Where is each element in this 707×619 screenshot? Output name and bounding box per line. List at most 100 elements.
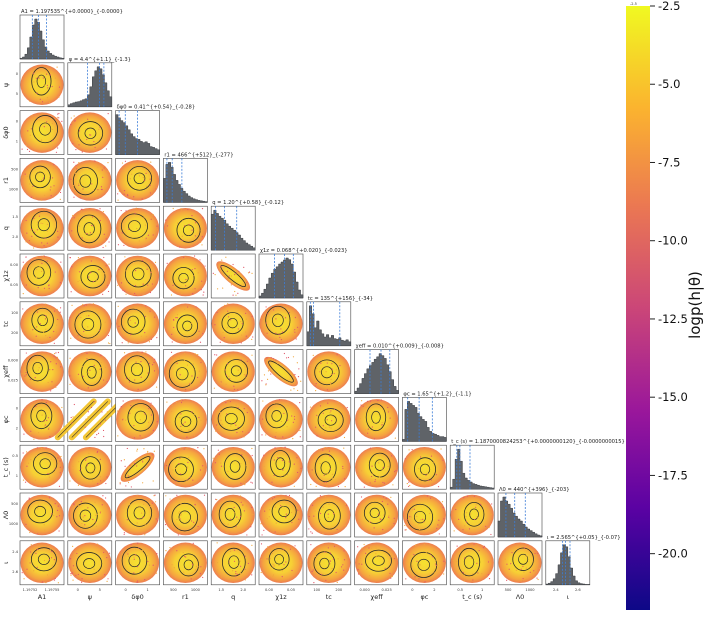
sample-point — [297, 509, 299, 511]
sample-point — [33, 81, 35, 83]
contour-line — [120, 308, 146, 335]
sample-point — [183, 435, 186, 437]
sample-point — [282, 469, 284, 471]
sample-point — [71, 422, 73, 424]
sample-point — [522, 565, 524, 568]
sample-point — [474, 506, 477, 508]
sample-point — [283, 412, 285, 415]
sample-point — [218, 453, 220, 455]
sample-point — [229, 450, 231, 453]
sample-point — [131, 371, 133, 373]
sample-point — [99, 512, 101, 514]
sample-point — [434, 563, 437, 565]
xtick-label: 1.5 — [218, 588, 224, 592]
sample-point — [293, 485, 295, 487]
sample-point — [193, 521, 195, 523]
sample-point — [281, 567, 283, 569]
sample-point — [96, 451, 98, 454]
sample-point — [244, 450, 247, 453]
sample-point — [382, 496, 385, 498]
sample-point — [141, 290, 143, 292]
sample-point — [77, 373, 80, 375]
sample-point — [89, 369, 91, 371]
sample-point — [74, 172, 77, 174]
sample-point — [23, 578, 25, 580]
sample-point — [149, 184, 151, 187]
xtick-label: 2.6 — [575, 588, 581, 592]
sample-point — [26, 451, 28, 453]
contour-line — [26, 354, 49, 382]
sample-point — [96, 429, 98, 431]
sample-point — [141, 550, 143, 552]
xtick-label: 0 — [124, 588, 127, 592]
sample-point — [390, 577, 392, 579]
sample-point — [72, 521, 74, 524]
sample-point — [196, 376, 199, 379]
sample-point — [266, 518, 268, 520]
sample-point — [525, 555, 528, 557]
sample-point — [100, 367, 102, 369]
sample-point — [38, 483, 40, 485]
sample-point — [310, 381, 312, 383]
sample-point — [45, 402, 47, 404]
sample-point — [197, 354, 199, 356]
sample-point — [265, 434, 267, 436]
sample-point — [333, 545, 336, 547]
contour-line — [221, 547, 246, 577]
sample-point — [51, 128, 54, 130]
sample-point — [78, 183, 80, 185]
sample-point — [44, 237, 46, 239]
sample-point — [251, 447, 253, 450]
sample-point — [76, 168, 78, 170]
density-cloud — [402, 542, 446, 584]
contour-line — [182, 320, 193, 332]
sample-point — [282, 505, 284, 507]
sample-point — [180, 425, 182, 428]
sample-point — [40, 139, 43, 141]
sample-point — [37, 75, 39, 77]
sample-point — [342, 467, 344, 470]
sample-point — [191, 268, 193, 271]
sample-point — [151, 364, 154, 366]
sample-point — [322, 506, 324, 508]
ytick-label: 500 — [11, 502, 19, 506]
sample-point — [70, 572, 72, 575]
sample-point — [104, 366, 107, 369]
sample-point — [218, 356, 220, 358]
sample-point — [381, 424, 383, 426]
sample-point — [488, 578, 491, 580]
density-cloud — [20, 112, 64, 153]
sample-point — [281, 459, 283, 462]
sample-point — [473, 495, 475, 497]
sample-point — [243, 408, 245, 410]
sample-point — [465, 521, 468, 523]
contour-line — [83, 222, 95, 236]
sample-point — [48, 177, 51, 179]
sample-point — [181, 235, 183, 237]
sample-point — [405, 578, 407, 580]
sample-point — [280, 420, 283, 423]
sample-point — [73, 457, 75, 459]
sample-point — [71, 230, 73, 232]
sample-point — [405, 529, 407, 531]
contour-line — [221, 312, 244, 335]
sample-point — [251, 544, 253, 546]
sample-point — [251, 454, 253, 457]
density-cloud — [402, 494, 446, 536]
sample-point — [30, 453, 32, 455]
sample-point — [245, 374, 247, 376]
sample-point — [156, 553, 158, 555]
sample-point — [374, 545, 376, 547]
contour-line — [37, 218, 50, 232]
sample-point — [41, 270, 43, 273]
sample-point — [74, 120, 76, 122]
sample-point — [104, 321, 106, 323]
sample-point — [388, 516, 390, 518]
sample-point — [43, 559, 46, 562]
ytick-label: 0.000 — [8, 359, 19, 363]
sample-point — [419, 564, 421, 566]
sample-point — [192, 542, 194, 544]
sample-point — [51, 177, 54, 179]
sample-point — [468, 528, 471, 530]
contour-line — [223, 453, 247, 480]
